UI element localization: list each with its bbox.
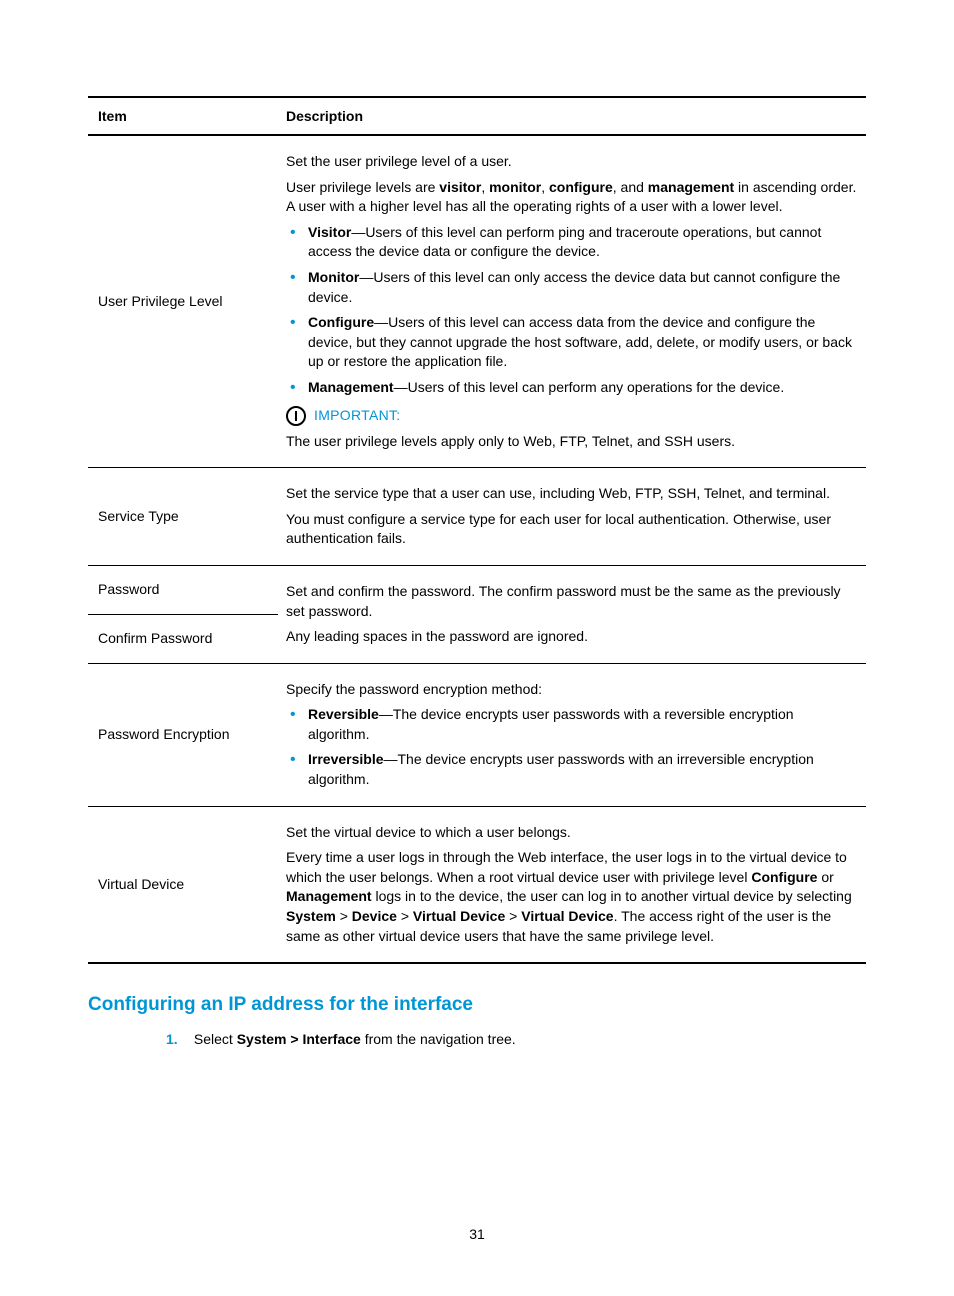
text: You must configure a service type for ea… xyxy=(286,510,858,549)
step-1: 1. Select System > Interface from the na… xyxy=(166,1030,866,1050)
table-row: Password Encryption Specify the password… xyxy=(88,663,866,806)
text: Any leading spaces in the password are i… xyxy=(286,627,858,647)
table-row: User Privilege Level Set the user privil… xyxy=(88,135,866,468)
step-number: 1. xyxy=(166,1030,190,1050)
table-row: Service Type Set the service type that a… xyxy=(88,468,866,566)
desc-user-privilege-level: Set the user privilege level of a user. … xyxy=(278,135,866,468)
config-items-table: Item Description User Privilege Level Se… xyxy=(88,96,866,964)
th-description: Description xyxy=(278,97,866,135)
list-item: Configure—Users of this level can access… xyxy=(286,313,858,372)
item-virtual-device: Virtual Device xyxy=(88,806,278,963)
bullet-list: Reversible—The device encrypts user pass… xyxy=(286,705,858,789)
list-item: Management—Users of this level can perfo… xyxy=(286,378,858,398)
th-item: Item xyxy=(88,97,278,135)
text: The user privilege levels apply only to … xyxy=(286,432,858,452)
list-item: Monitor—Users of this level can only acc… xyxy=(286,268,858,307)
important-callout: IMPORTANT: xyxy=(286,406,858,426)
bullet-list: Visitor—Users of this level can perform … xyxy=(286,223,858,398)
page-number: 31 xyxy=(0,1226,954,1242)
text: Set the virtual device to which a user b… xyxy=(286,823,858,843)
text: Set the user privilege level of a user. xyxy=(286,152,858,172)
text: User privilege levels are visitor, monit… xyxy=(286,178,858,217)
table-row: Virtual Device Set the virtual device to… xyxy=(88,806,866,963)
text: Specify the password encryption method: xyxy=(286,680,858,700)
item-password: Password xyxy=(88,565,278,614)
item-service-type: Service Type xyxy=(88,468,278,566)
text: Every time a user logs in through the We… xyxy=(286,848,858,946)
important-label: IMPORTANT: xyxy=(314,406,401,426)
desc-virtual-device: Set the virtual device to which a user b… xyxy=(278,806,866,963)
important-icon xyxy=(286,406,306,426)
desc-service-type: Set the service type that a user can use… xyxy=(278,468,866,566)
section-heading: Configuring an IP address for the interf… xyxy=(88,994,866,1016)
desc-password: Set and confirm the password. The confir… xyxy=(278,565,866,663)
table-row: Password Set and confirm the password. T… xyxy=(88,565,866,614)
list-item: Visitor—Users of this level can perform … xyxy=(286,223,858,262)
list-item: Reversible—The device encrypts user pass… xyxy=(286,705,858,744)
item-confirm-password: Confirm Password xyxy=(88,614,278,663)
item-password-encryption: Password Encryption xyxy=(88,663,278,806)
text: Set and confirm the password. The confir… xyxy=(286,582,858,621)
list-item: Irreversible—The device encrypts user pa… xyxy=(286,750,858,789)
item-user-privilege-level: User Privilege Level xyxy=(88,135,278,468)
text: Set the service type that a user can use… xyxy=(286,484,858,504)
desc-password-encryption: Specify the password encryption method: … xyxy=(278,663,866,806)
